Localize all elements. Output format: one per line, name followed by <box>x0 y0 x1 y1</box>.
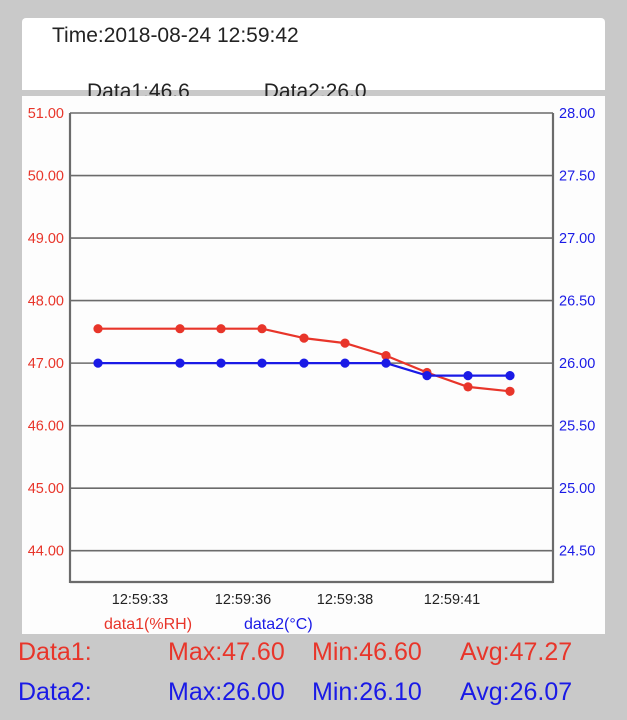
x-tick-0: 12:59:33 <box>112 592 168 608</box>
series-1-point-0 <box>93 324 103 334</box>
series-1-point-3 <box>257 324 267 334</box>
right-tick-1: 27.50 <box>559 169 595 185</box>
series-line-1 <box>96 327 512 393</box>
stats-max-data1: Max:47.60 <box>168 638 285 666</box>
stats-min-data2: Min:26.10 <box>312 678 422 706</box>
series-2-point-5 <box>340 358 350 368</box>
series-2-point-8 <box>463 371 473 381</box>
chart-legend: data1(%RH) data2(°C) <box>104 616 313 633</box>
series-2-point-2 <box>216 358 226 368</box>
series-2-point-0 <box>93 358 103 368</box>
stats-max-data2: Max:26.00 <box>168 678 285 706</box>
series-2-point-7 <box>422 371 432 381</box>
series-1-point-9 <box>505 386 515 396</box>
series-1-point-8 <box>463 382 473 392</box>
series-2-point-6 <box>381 358 391 368</box>
x-tick-2: 12:59:38 <box>317 592 373 608</box>
left-tick-7: 44.00 <box>28 544 64 560</box>
series-2-point-4 <box>299 358 309 368</box>
series-1-point-5 <box>340 338 350 348</box>
right-tick-5: 25.50 <box>559 419 595 435</box>
legend-label-1: data1(%RH) <box>104 616 192 633</box>
gridlines <box>70 112 553 552</box>
series-1-point-4 <box>299 333 309 343</box>
left-tick-1: 50.00 <box>28 169 64 185</box>
line-chart[interactable]: 51.00 50.00 49.00 48.00 47.00 46.00 45.00 44.00… <box>22 96 605 634</box>
right-tick-0: 28.00 <box>559 106 595 122</box>
stats-avg-data1: Avg:47.27 <box>460 638 573 666</box>
left-tick-2: 49.00 <box>28 231 64 247</box>
left-axis-tick-labels: 51.00 50.00 49.00 48.00 47.00 46.00 45.00 44.00 <box>28 106 64 560</box>
right-tick-6: 25.00 <box>559 481 595 497</box>
plot-frame <box>68 113 555 584</box>
stats-min-data1: Min:46.60 <box>312 638 422 666</box>
x-tick-1: 12:59:36 <box>215 592 271 608</box>
series-layer <box>93 324 515 396</box>
series-line-2 <box>96 362 512 377</box>
readout-panel: Time:2018-08-24 12:59:42 Data1:46.6 Data2… <box>22 18 605 103</box>
stats-footer: Data1: Max:47.60 Min:46.60 Avg:47.27 Dat… <box>0 634 627 720</box>
stats-label-data2: Data2: <box>18 678 92 706</box>
series-1-point-6 <box>381 351 391 361</box>
series-2-point-1 <box>175 358 185 368</box>
legend-label-2: data2(°C) <box>244 616 313 633</box>
right-tick-3: 26.50 <box>559 294 595 310</box>
right-tick-4: 26.00 <box>559 356 595 372</box>
left-tick-3: 48.00 <box>28 294 64 310</box>
series-1-point-2 <box>216 324 226 334</box>
left-tick-4: 47.00 <box>28 356 64 372</box>
stats-row-data1: Data1: Max:47.60 Min:46.60 Avg:47.27 <box>0 638 627 676</box>
left-tick-0: 51.00 <box>28 106 64 122</box>
stats-label-data1: Data1: <box>18 638 92 666</box>
left-tick-5: 46.00 <box>28 419 64 435</box>
series-2-point-3 <box>257 358 267 368</box>
left-tick-6: 45.00 <box>28 481 64 497</box>
chart-panel: 51.00 50.00 49.00 48.00 47.00 46.00 45.00 44.00… <box>22 96 605 634</box>
stats-row-data2: Data2: Max:26.00 Min:26.10 Avg:26.07 <box>0 678 627 716</box>
series-1-point-1 <box>175 324 185 334</box>
x-axis-tick-labels: 12:59:33 12:59:36 12:59:38 12:59:41 <box>112 592 480 608</box>
current-time-readout: Time:2018-08-24 12:59:42 <box>52 24 299 47</box>
x-tick-3: 12:59:41 <box>424 592 480 608</box>
stats-avg-data2: Avg:26.07 <box>460 678 573 706</box>
right-tick-2: 27.00 <box>559 231 595 247</box>
right-axis-tick-labels: 28.00 27.50 27.00 26.50 26.00 25.50 25.00 24.50 <box>559 106 595 560</box>
right-tick-7: 24.50 <box>559 544 595 560</box>
series-2-point-9 <box>505 371 515 381</box>
